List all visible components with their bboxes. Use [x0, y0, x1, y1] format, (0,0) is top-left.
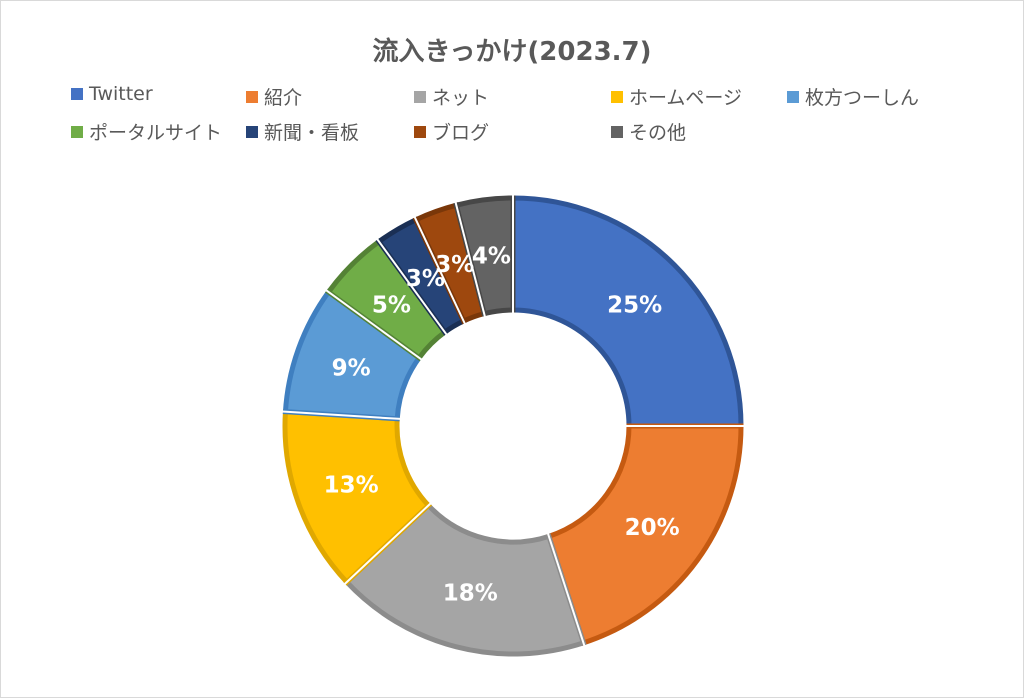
legend-label: ホームページ	[629, 87, 743, 109]
data-label: 18%	[443, 581, 498, 607]
chart-legend: Twitter 紹介 ネット ホームページ 枚方つーしんポータルサイト 新聞・看板 ブログ そ…	[71, 83, 971, 153]
data-label: 3%	[435, 252, 474, 278]
legend-label: 新聞・看板	[264, 122, 360, 144]
legend-swatch	[414, 125, 426, 138]
legend-swatch	[611, 125, 623, 138]
data-label: 9%	[332, 356, 371, 382]
data-label: 3%	[406, 266, 445, 292]
slice-separator	[343, 502, 432, 585]
legend-swatch	[71, 88, 83, 100]
legend-swatch	[246, 125, 258, 138]
legend-label: 枚方つーしん	[805, 87, 920, 109]
chart-title: 流入きっかけ(2023.7)	[372, 37, 652, 67]
data-label: 20%	[625, 515, 680, 541]
slice-separator	[325, 289, 423, 361]
legend-swatch	[246, 90, 258, 103]
slice-separator	[376, 238, 448, 336]
legend-item: ポータルサイト	[71, 118, 222, 145]
legend-label: Twitter	[89, 83, 153, 105]
legend-swatch	[787, 90, 799, 103]
legend-label: その他	[629, 122, 687, 144]
legend-swatch	[71, 125, 83, 138]
data-label: 25%	[607, 292, 662, 318]
donut-slice	[343, 501, 587, 657]
data-label: 13%	[324, 472, 379, 498]
legend-item: Twitter	[71, 83, 153, 105]
legend-label: ポータルサイト	[89, 122, 223, 144]
legend-swatch	[611, 90, 623, 103]
donut-slice	[545, 423, 744, 646]
legend-item: ホームページ	[611, 83, 742, 110]
slice-separator	[413, 216, 466, 325]
legend-label: ネット	[432, 87, 490, 109]
legend-item: ブログ	[414, 118, 489, 145]
legend-item: ネット	[414, 83, 489, 110]
legend-item: 新聞・看板	[246, 118, 359, 145]
data-label: 4%	[472, 243, 511, 269]
legend-item: その他	[611, 118, 686, 145]
donut-slice	[510, 195, 744, 429]
slice-separator	[454, 202, 486, 317]
legend-item: 枚方つーしん	[787, 83, 919, 110]
slice-separator	[282, 410, 401, 420]
legend-label: ブログ	[432, 122, 490, 144]
legend-item: 紹介	[246, 83, 302, 110]
legend-swatch	[414, 90, 426, 103]
slice-separator	[546, 533, 586, 646]
data-label: 5%	[372, 292, 411, 318]
legend-label: 紹介	[264, 87, 303, 109]
